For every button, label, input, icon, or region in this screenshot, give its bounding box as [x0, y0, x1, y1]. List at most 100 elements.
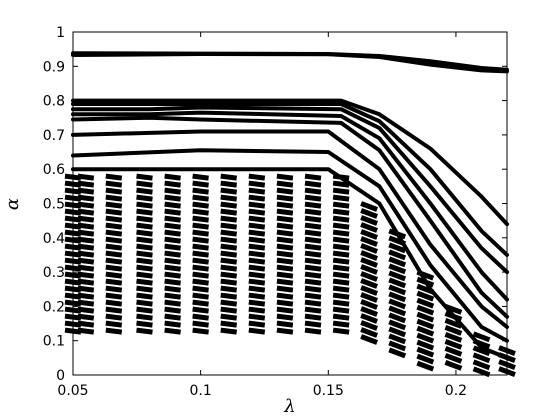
dash-mark — [388, 340, 407, 352]
dash-mark — [77, 320, 95, 328]
y-tick-label: 0.1 — [43, 334, 65, 350]
dash-mark — [388, 298, 407, 310]
dash-mark — [304, 264, 322, 272]
dash-mark — [164, 271, 181, 279]
dash-mark — [360, 334, 378, 345]
x-tick-label: 0.1 — [190, 383, 212, 399]
dash-mark — [220, 257, 238, 265]
x-tick-label: 0.15 — [313, 383, 344, 399]
dash-mark — [360, 313, 378, 324]
dash-mark — [248, 264, 266, 272]
dash-mark — [388, 333, 407, 345]
dash-mark — [77, 229, 95, 237]
dash-mark — [360, 250, 378, 261]
dash-mark — [220, 250, 238, 258]
dash-mark — [105, 327, 123, 335]
dash-mark — [192, 264, 209, 272]
dash-mark — [220, 278, 238, 286]
dash-mark — [164, 208, 181, 216]
dash-mark — [332, 292, 350, 300]
dash-mark — [304, 271, 322, 279]
dash-mark — [77, 208, 95, 216]
dash-mark — [360, 278, 378, 289]
dash-mark — [304, 201, 322, 209]
dash-mark — [77, 250, 95, 258]
dash-mark — [388, 277, 407, 289]
dash-mark — [444, 353, 463, 364]
y-tick-label: 0.8 — [43, 94, 65, 110]
dash-mark — [136, 257, 153, 265]
dash-mark — [304, 236, 322, 244]
dash-mark — [136, 215, 153, 223]
dash-mark — [444, 346, 463, 357]
dash-mark — [332, 243, 350, 251]
dash-mark — [304, 222, 322, 230]
dash-mark — [105, 271, 123, 279]
dash-mark — [105, 264, 123, 272]
dash-mark — [360, 208, 378, 219]
solid-curves — [71, 51, 509, 360]
dash-mark — [416, 269, 435, 281]
y-tick-label: 0.9 — [43, 59, 65, 75]
dash-column-16 — [472, 331, 491, 378]
dash-mark — [304, 327, 322, 335]
dash-mark — [77, 264, 95, 272]
dash-mark — [220, 229, 238, 237]
dash-mark — [388, 242, 407, 254]
dash-mark — [304, 180, 322, 188]
dash-mark — [276, 187, 294, 195]
dash-mark — [192, 257, 209, 265]
dash-mark — [220, 201, 238, 209]
dash-mark — [136, 243, 153, 251]
dash-mark — [77, 243, 95, 251]
dash-mark — [248, 208, 266, 216]
dash-mark — [416, 311, 435, 323]
dash-mark — [220, 236, 238, 244]
dash-mark — [332, 257, 350, 265]
dash-mark — [248, 313, 266, 321]
dash-mark — [276, 208, 294, 216]
dash-mark — [77, 257, 95, 265]
dash-mark — [220, 327, 238, 335]
dash-mark — [77, 236, 95, 244]
dash-mark — [304, 208, 322, 216]
dash-mark — [164, 173, 181, 181]
dash-mark — [192, 208, 209, 216]
dash-mark — [220, 306, 238, 314]
dash-mark — [136, 180, 153, 188]
dash-mark — [77, 180, 95, 188]
dash-column-14 — [416, 269, 435, 372]
series-line-8 — [71, 129, 509, 329]
dash-mark — [444, 304, 463, 315]
dash-mark — [192, 313, 209, 321]
dash-mark — [192, 243, 209, 251]
dash-mark — [192, 236, 209, 244]
dash-mark — [276, 236, 294, 244]
y-tick-label: 0 — [56, 368, 65, 384]
dash-mark — [136, 236, 153, 244]
x-tick-label: 0.2 — [445, 383, 467, 399]
dash-mark — [360, 320, 378, 331]
dash-mark — [77, 194, 95, 202]
dash-mark — [304, 299, 322, 307]
dash-mark — [220, 208, 238, 216]
dash-mark — [220, 264, 238, 272]
dash-mark — [304, 278, 322, 286]
dash-mark — [192, 285, 209, 293]
dash-mark — [276, 306, 294, 314]
x-axis-label: λ — [283, 396, 295, 417]
dash-mark — [416, 297, 435, 309]
dash-mark — [248, 271, 266, 279]
dash-mark — [77, 306, 95, 314]
dash-mark — [105, 278, 123, 286]
dash-mark — [276, 222, 294, 230]
dash-mark — [105, 173, 123, 181]
series-line-4 — [71, 102, 509, 257]
dash-mark — [332, 236, 350, 244]
dash-mark — [276, 292, 294, 300]
dash-mark — [136, 278, 153, 286]
series-line-5 — [71, 105, 509, 275]
dash-mark — [136, 201, 153, 209]
dash-mark — [332, 271, 350, 279]
